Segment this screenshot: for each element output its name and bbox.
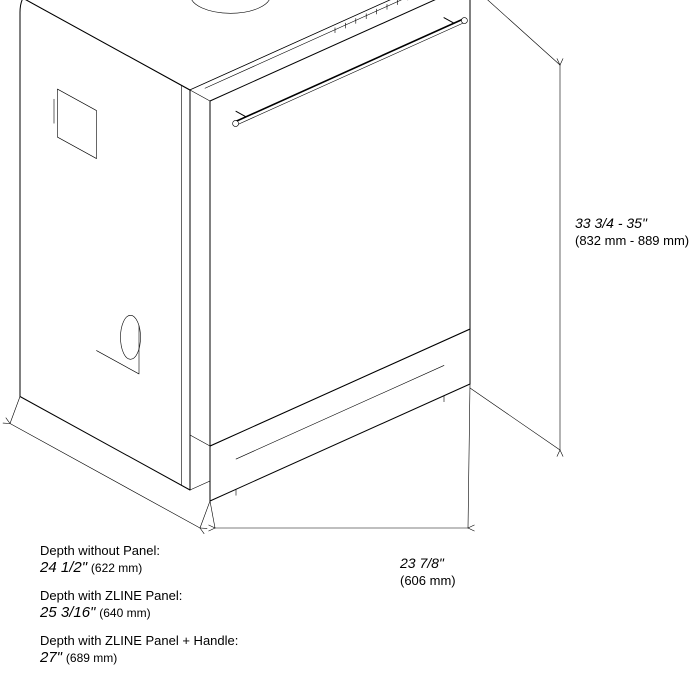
depth-note-imperial: 25 3/16" bbox=[40, 604, 95, 621]
height-imperial: 33 3/4 - 35" bbox=[575, 215, 689, 233]
depth-note-1: Depth with ZLINE Panel: 25 3/16" (640 mm… bbox=[40, 588, 238, 623]
depth-note-imperial: 24 1/2" bbox=[40, 559, 87, 576]
depth-note-title: Depth with ZLINE Panel + Handle: bbox=[40, 633, 238, 649]
depth-note-metric: (689 mm) bbox=[66, 651, 117, 665]
width-metric: (606 mm) bbox=[400, 573, 456, 589]
depth-note-metric: (622 mm) bbox=[91, 561, 142, 575]
depth-note-title: Depth without Panel: bbox=[40, 543, 238, 559]
diagram-stage: 33 3/4 - 35" (832 mm - 889 mm) 23 7/8" (… bbox=[0, 0, 700, 700]
height-metric: (832 mm - 889 mm) bbox=[575, 233, 689, 249]
depth-note-imperial: 27" bbox=[40, 649, 62, 666]
height-dimension-label: 33 3/4 - 35" (832 mm - 889 mm) bbox=[575, 215, 689, 249]
depth-notes: Depth without Panel: 24 1/2" (622 mm) De… bbox=[40, 543, 238, 668]
depth-note-metric: (640 mm) bbox=[99, 606, 150, 620]
width-dimension-label: 23 7/8" (606 mm) bbox=[400, 555, 456, 589]
depth-note-2: Depth with ZLINE Panel + Handle: 27" (68… bbox=[40, 633, 238, 668]
depth-note-title: Depth with ZLINE Panel: bbox=[40, 588, 238, 604]
width-imperial: 23 7/8" bbox=[400, 555, 456, 573]
depth-note-0: Depth without Panel: 24 1/2" (622 mm) bbox=[40, 543, 238, 578]
